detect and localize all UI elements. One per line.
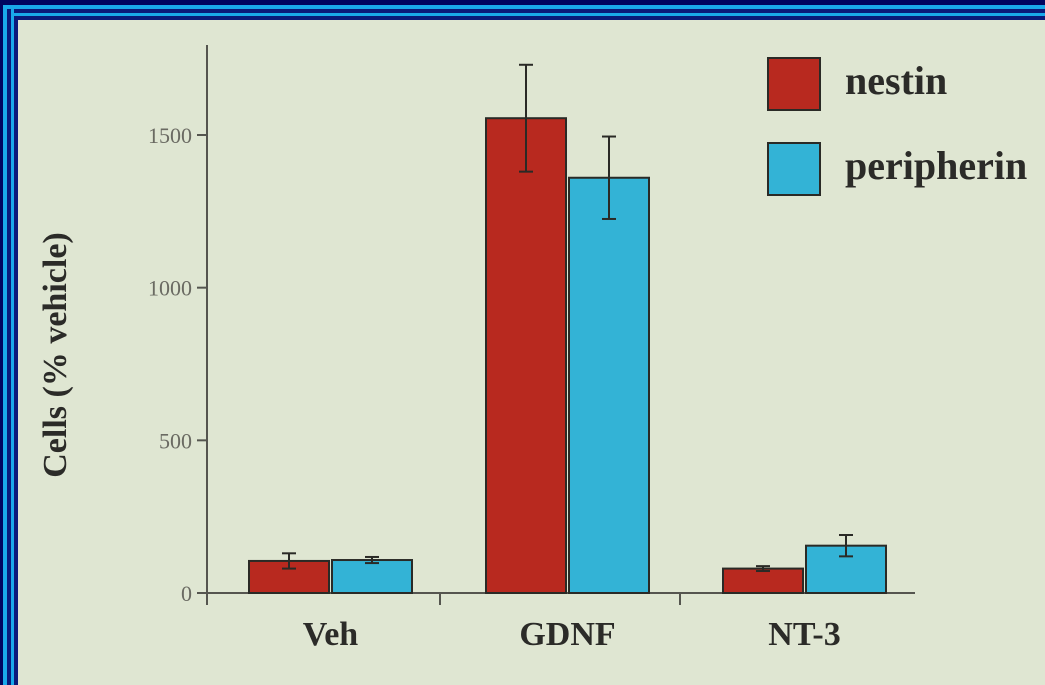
x-tick-labels: Veh GDNF NT-3 (303, 616, 841, 653)
top-accent-line (11, 13, 1045, 16)
legend-label: peripherin (845, 143, 1027, 188)
y-tick-label: 0 (181, 581, 192, 606)
x-tick-label: GDNF (519, 616, 615, 653)
y-tick-labels: 0 500 1000 1500 (148, 123, 192, 606)
bar (485, 117, 567, 594)
bar (331, 559, 413, 594)
x-tick-label: Veh (303, 616, 359, 653)
x-tick-label: NT-3 (768, 616, 840, 653)
y-tick-label: 1000 (148, 276, 192, 301)
y-axis-label: Cells (% vehicle) (37, 232, 74, 478)
legend-label: nestin (845, 58, 947, 103)
bar (722, 567, 804, 594)
left-accent-line (11, 9, 14, 685)
bar (568, 176, 650, 594)
y-tick-label: 1500 (148, 123, 192, 148)
y-tick-label: 500 (159, 428, 192, 453)
legend-swatch (767, 57, 821, 111)
legend-swatch (767, 142, 821, 196)
chart-legend: nestin peripherin (767, 57, 1027, 196)
chart-error-bars (282, 63, 853, 573)
